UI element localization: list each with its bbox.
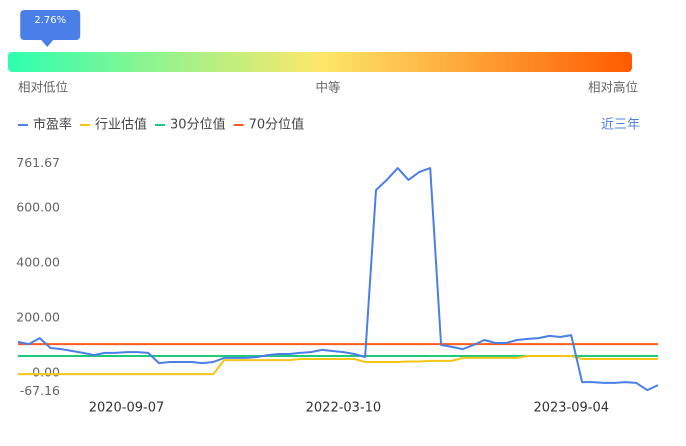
y-tick-label: 400.00 — [16, 254, 60, 269]
x-tick-label: 2022-03-10 — [306, 401, 382, 416]
gauge-low-label: 相对低位 — [18, 80, 68, 95]
gauge-bar — [8, 52, 632, 72]
legend-label: 70分位值 — [249, 117, 305, 133]
legend-label: 30分位值 — [170, 117, 226, 133]
gauge-tooltip — [20, 10, 81, 40]
gauge-value-label: 2.76% — [34, 15, 66, 26]
y-tick-label: 0.00 — [32, 365, 60, 380]
y-tick-label: 600.00 — [16, 199, 60, 214]
series-line — [18, 355, 658, 376]
y-tick-label: 200.00 — [16, 310, 60, 325]
range-button[interactable]: 近三年 — [601, 118, 640, 133]
series-line — [17, 167, 659, 392]
x-tick-label: 2020-09-07 — [89, 401, 165, 416]
gauge-mid-label: 中等 — [315, 80, 340, 95]
legend-label: 市盈率 — [33, 117, 72, 133]
x-tick-label: 2023-09-04 — [533, 401, 609, 416]
gauge-high-label: 相对高位 — [588, 80, 638, 95]
y-tick-label: 761.67 — [16, 155, 60, 170]
gauge-pointer — [41, 40, 54, 47]
y-tick-label: -67.16 — [20, 383, 60, 398]
legend-label: 行业估值 — [95, 117, 147, 133]
